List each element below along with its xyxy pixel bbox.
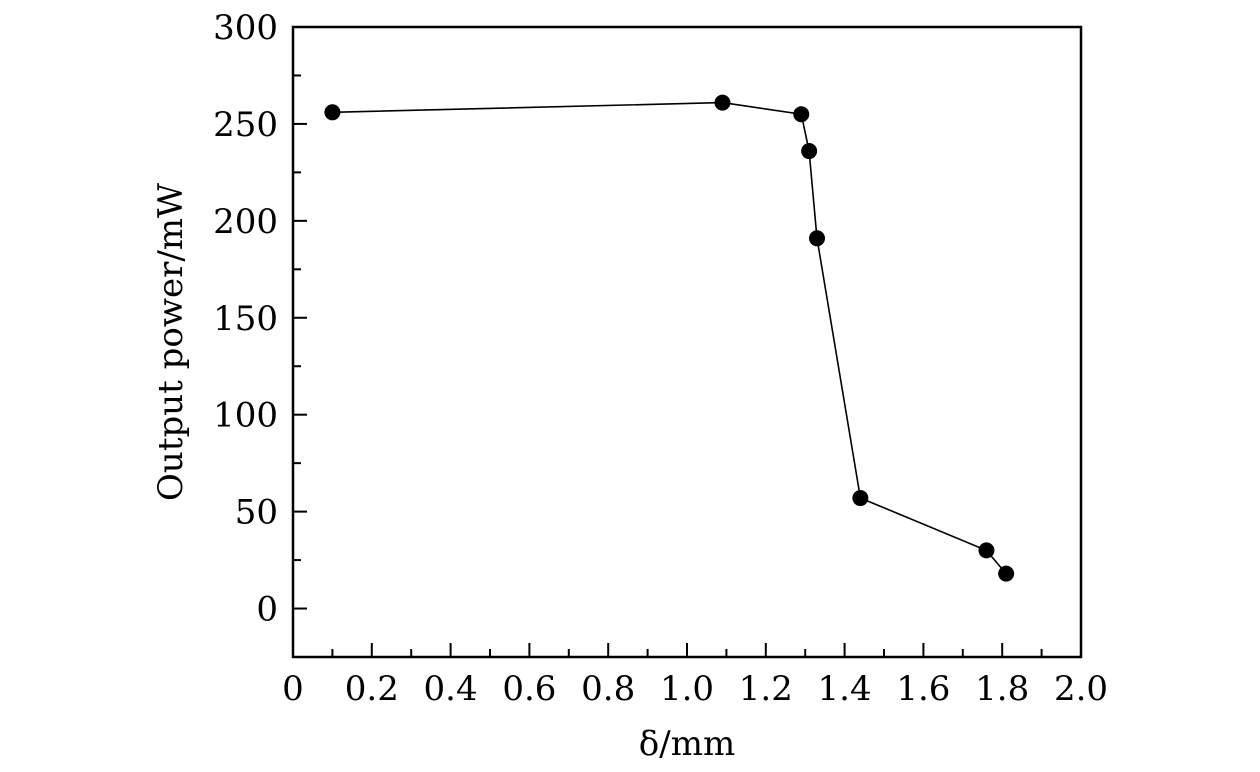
x-tick-label: 2.0	[1054, 669, 1108, 709]
data-point	[801, 143, 818, 160]
x-tick-label: 1.2	[739, 669, 793, 709]
data-point	[714, 94, 731, 111]
x-tick-label: 1.4	[818, 669, 872, 709]
plot-frame	[291, 25, 1083, 659]
data-points	[324, 94, 1015, 582]
data-point	[324, 104, 341, 121]
x-tick-label: 0.4	[424, 669, 478, 709]
y-axis-title: Output power/mW	[151, 183, 191, 501]
y-tick-label: 300	[213, 8, 278, 48]
data-point	[978, 542, 995, 559]
y-axis-tick-labels: 0 50 100 150 200 250 300	[213, 8, 278, 630]
x-tick-label: 0.8	[581, 669, 635, 709]
y-tick-label: 150	[213, 299, 278, 339]
y-tick-label: 100	[213, 396, 278, 436]
data-point	[809, 230, 826, 247]
y-tick-label: 250	[213, 105, 278, 145]
x-axis-ticks	[292, 643, 1082, 657]
data-point	[793, 106, 810, 123]
y-tick-label: 50	[235, 493, 278, 533]
x-axis-title: δ/mm	[639, 724, 735, 764]
data-point	[852, 490, 869, 507]
x-axis-tick-labels: 0 0.2 0.4 0.6 0.8 1.0 1.2 1.4 1.6 1.8 2.0	[282, 669, 1108, 709]
y-axis-ticks	[293, 26, 307, 610]
y-tick-label: 0	[256, 590, 278, 630]
x-tick-label: 1.8	[975, 669, 1029, 709]
x-tick-label: 1.0	[660, 669, 714, 709]
y-tick-label: 200	[213, 202, 278, 242]
series-line	[332, 101, 1007, 575]
data-point	[998, 565, 1015, 582]
x-tick-label: 0.6	[502, 669, 556, 709]
x-tick-label: 0.2	[345, 669, 399, 709]
x-tick-label: 0	[282, 669, 304, 709]
x-tick-label: 1.6	[896, 669, 950, 709]
